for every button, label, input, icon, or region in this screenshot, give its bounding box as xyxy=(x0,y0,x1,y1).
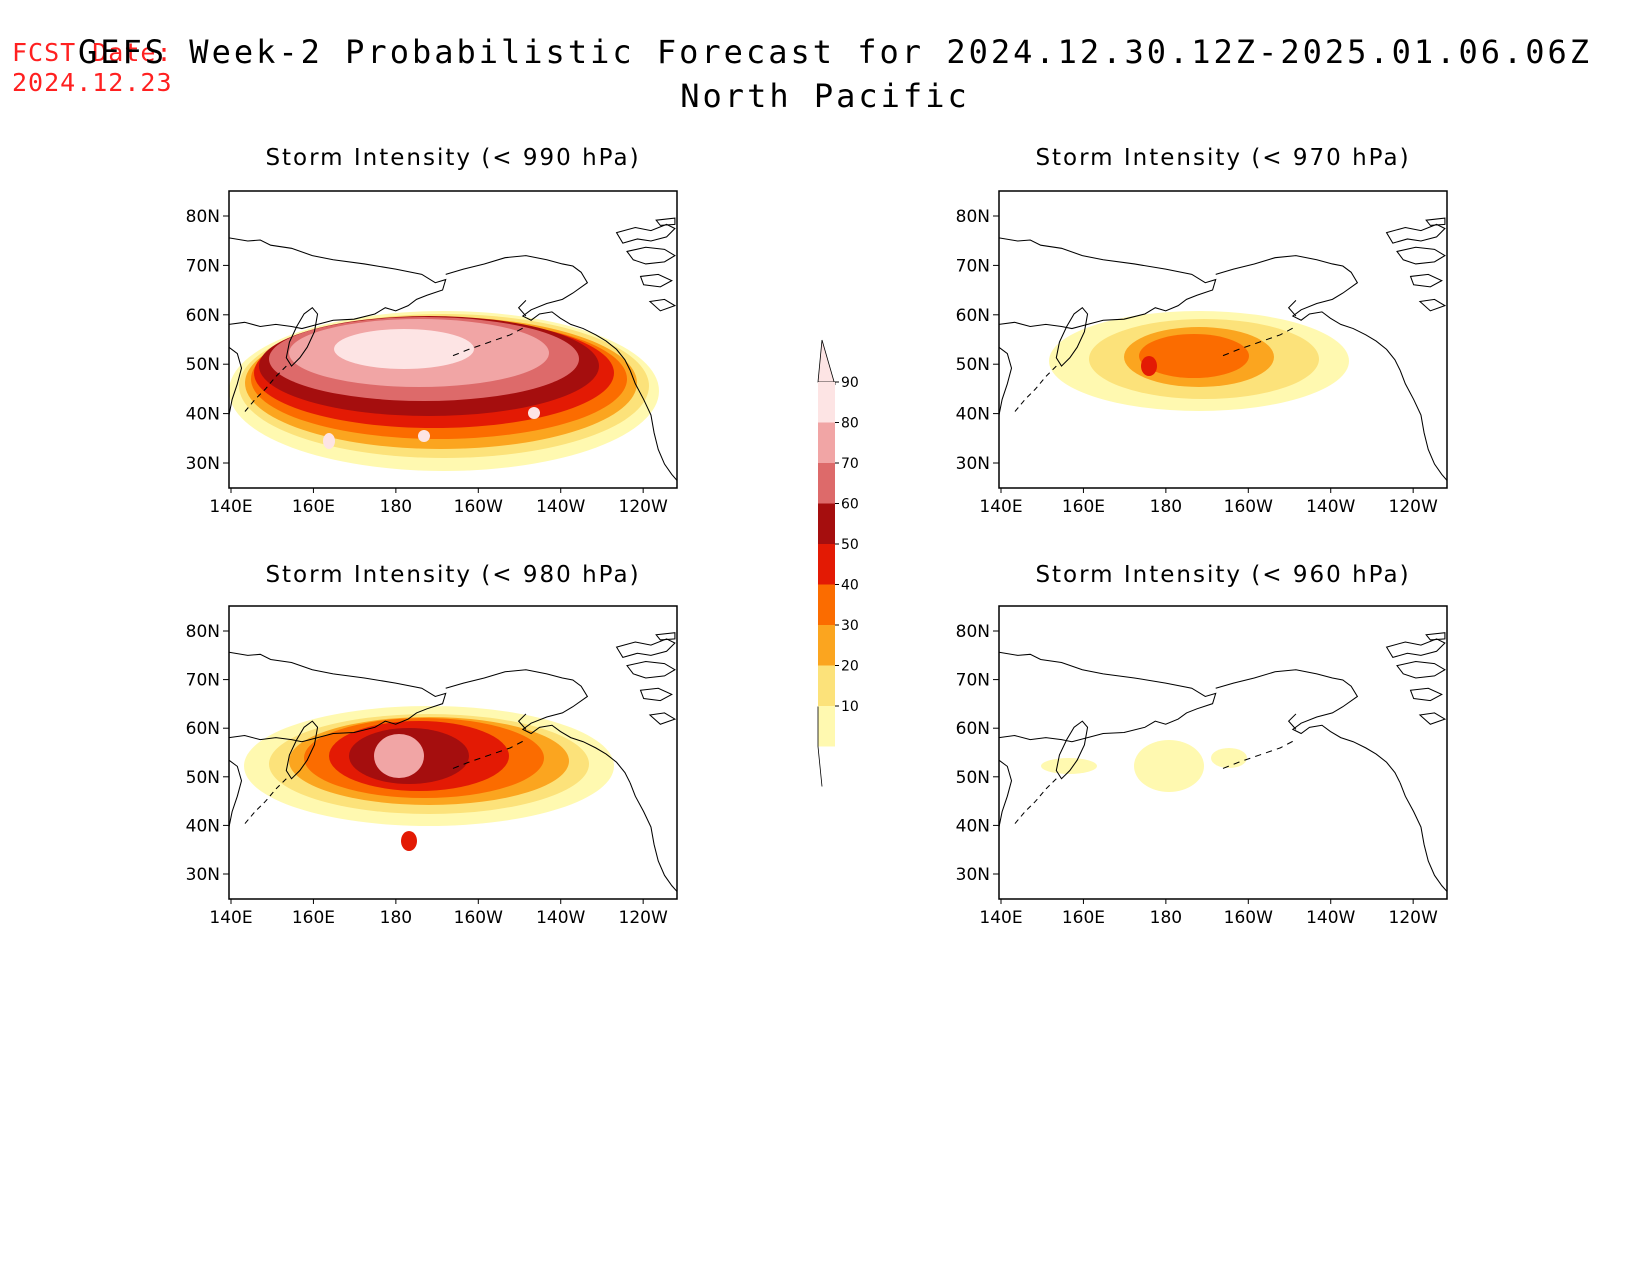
map-panel: Storm Intensity (< 960 hPa) 80N 70N 60N 50N 4… xyxy=(956,562,1448,928)
map-frame xyxy=(998,190,1448,489)
probability-contour xyxy=(374,734,424,778)
lon-tick-label: 140W xyxy=(1306,908,1355,928)
lat-tick-label: 70N xyxy=(186,256,220,276)
colorbar-swatch xyxy=(818,706,835,747)
lon-tick-label: 120W xyxy=(1389,497,1438,517)
colorbar-level-label: 50 xyxy=(841,537,859,553)
lon-tick-label: 160W xyxy=(454,497,503,517)
colorbar-level-label: 40 xyxy=(841,578,859,594)
probability-contour xyxy=(334,329,474,369)
lon-tick-label: 140W xyxy=(536,497,585,517)
lon-tick-label: 160W xyxy=(1224,497,1273,517)
lon-tick-label: 160E xyxy=(292,497,335,517)
map-frame xyxy=(228,190,678,489)
lon-tick-label: 140E xyxy=(979,497,1022,517)
colorbar-level-label: 60 xyxy=(841,497,859,513)
lat-tick-label: 30N xyxy=(186,865,220,885)
probability-contour xyxy=(528,407,540,419)
panel-title: Storm Intensity (< 980 hPa) xyxy=(265,562,640,588)
lon-tick-label: 180 xyxy=(1150,908,1182,928)
colorbar-level-label: 10 xyxy=(841,699,859,715)
colorbar-swatch xyxy=(818,584,835,625)
lon-tick-label: 160W xyxy=(1224,908,1273,928)
title-main: GEFS Week-2 Probabilistic Forecast for 2… xyxy=(77,33,1593,71)
lon-tick-label: 120W xyxy=(1389,908,1438,928)
colorbar-swatch xyxy=(818,382,835,423)
lon-tick-label: 180 xyxy=(380,908,412,928)
lon-tick-label: 160E xyxy=(292,908,335,928)
lat-tick-label: 50N xyxy=(186,355,220,375)
probability-contour xyxy=(1141,356,1157,376)
probability-contour xyxy=(1134,740,1204,792)
lon-tick-label: 120W xyxy=(619,497,668,517)
colorbar-level-label: 70 xyxy=(841,456,859,472)
lat-tick-label: 70N xyxy=(956,671,990,691)
colorbar: 90 80 70 60 50 40 30 20 10 xyxy=(817,339,859,787)
lat-tick-label: 60N xyxy=(186,719,220,739)
map-panel: Storm Intensity (< 990 hPa) 80N 70N 60N 50N 4… xyxy=(186,145,678,517)
lat-tick-label: 60N xyxy=(956,306,990,326)
map-panel: Storm Intensity (< 970 hPa) 80N 70N 60N 50N 4… xyxy=(956,145,1448,517)
fcst-date-value: 2024.12.23 xyxy=(12,68,173,97)
lon-tick-label: 180 xyxy=(380,497,412,517)
lat-tick-label: 30N xyxy=(186,454,220,474)
lon-tick-label: 140E xyxy=(209,908,252,928)
probability-contour xyxy=(1139,334,1249,378)
forecast-date-label: FCST Date: 2024.12.23 xyxy=(12,38,173,98)
map-frame xyxy=(228,605,678,900)
colorbar-swatch xyxy=(818,665,835,706)
colorbar-top-extension xyxy=(817,339,836,386)
colorbar-level-label: 80 xyxy=(841,416,859,432)
title-region: North Pacific xyxy=(680,77,970,115)
lon-tick-label: 120W xyxy=(619,908,668,928)
panel-title: Storm Intensity (< 960 hPa) xyxy=(1035,562,1410,588)
lat-tick-label: 40N xyxy=(186,816,220,836)
figure-title: GEFS Week-2 Probabilistic Forecast for 2… xyxy=(0,30,1650,118)
lat-tick-label: 30N xyxy=(956,454,990,474)
lat-tick-label: 40N xyxy=(956,405,990,425)
lat-tick-label: 50N xyxy=(956,355,990,375)
lon-tick-label: 140E xyxy=(979,908,1022,928)
lat-tick-label: 30N xyxy=(956,865,990,885)
lat-tick-label: 50N xyxy=(956,768,990,788)
lat-tick-label: 60N xyxy=(186,306,220,326)
lat-tick-label: 60N xyxy=(956,719,990,739)
panel-title: Storm Intensity (< 970 hPa) xyxy=(1035,145,1410,171)
lon-tick-label: 180 xyxy=(1150,497,1182,517)
lon-tick-label: 160E xyxy=(1062,497,1105,517)
probability-contour xyxy=(401,831,417,851)
lat-tick-label: 50N xyxy=(186,768,220,788)
panel-title: Storm Intensity (< 990 hPa) xyxy=(265,145,640,171)
colorbar-swatch xyxy=(818,625,835,666)
lat-tick-label: 80N xyxy=(186,622,220,642)
lat-tick-label: 40N xyxy=(186,405,220,425)
probability-contour xyxy=(1041,758,1097,774)
lon-tick-label: 160W xyxy=(454,908,503,928)
probability-contour xyxy=(323,433,335,449)
probability-contour xyxy=(418,430,430,442)
lon-tick-label: 140W xyxy=(1306,497,1355,517)
colorbar-level-label: 30 xyxy=(841,618,859,634)
lat-tick-label: 80N xyxy=(956,622,990,642)
probability-contour xyxy=(1211,748,1247,768)
colorbar-swatch xyxy=(818,422,835,463)
lat-tick-label: 70N xyxy=(956,256,990,276)
lon-tick-label: 160E xyxy=(1062,908,1105,928)
lon-tick-label: 140W xyxy=(536,908,585,928)
lat-tick-label: 80N xyxy=(186,207,220,227)
lat-tick-label: 40N xyxy=(956,816,990,836)
colorbar-swatch xyxy=(818,463,835,504)
lon-tick-label: 140E xyxy=(209,497,252,517)
map-panel: Storm Intensity (< 980 hPa) 80N 70N 60N 50N 4… xyxy=(186,562,678,928)
colorbar-level-label: 90 xyxy=(841,375,859,391)
colorbar-level-label: 20 xyxy=(841,659,859,675)
map-frame xyxy=(998,605,1448,900)
colorbar-swatch xyxy=(818,503,835,544)
lat-tick-label: 70N xyxy=(186,671,220,691)
fcst-date-caption: FCST Date: xyxy=(12,38,173,67)
lat-tick-label: 80N xyxy=(956,207,990,227)
colorbar-swatch xyxy=(818,544,835,585)
